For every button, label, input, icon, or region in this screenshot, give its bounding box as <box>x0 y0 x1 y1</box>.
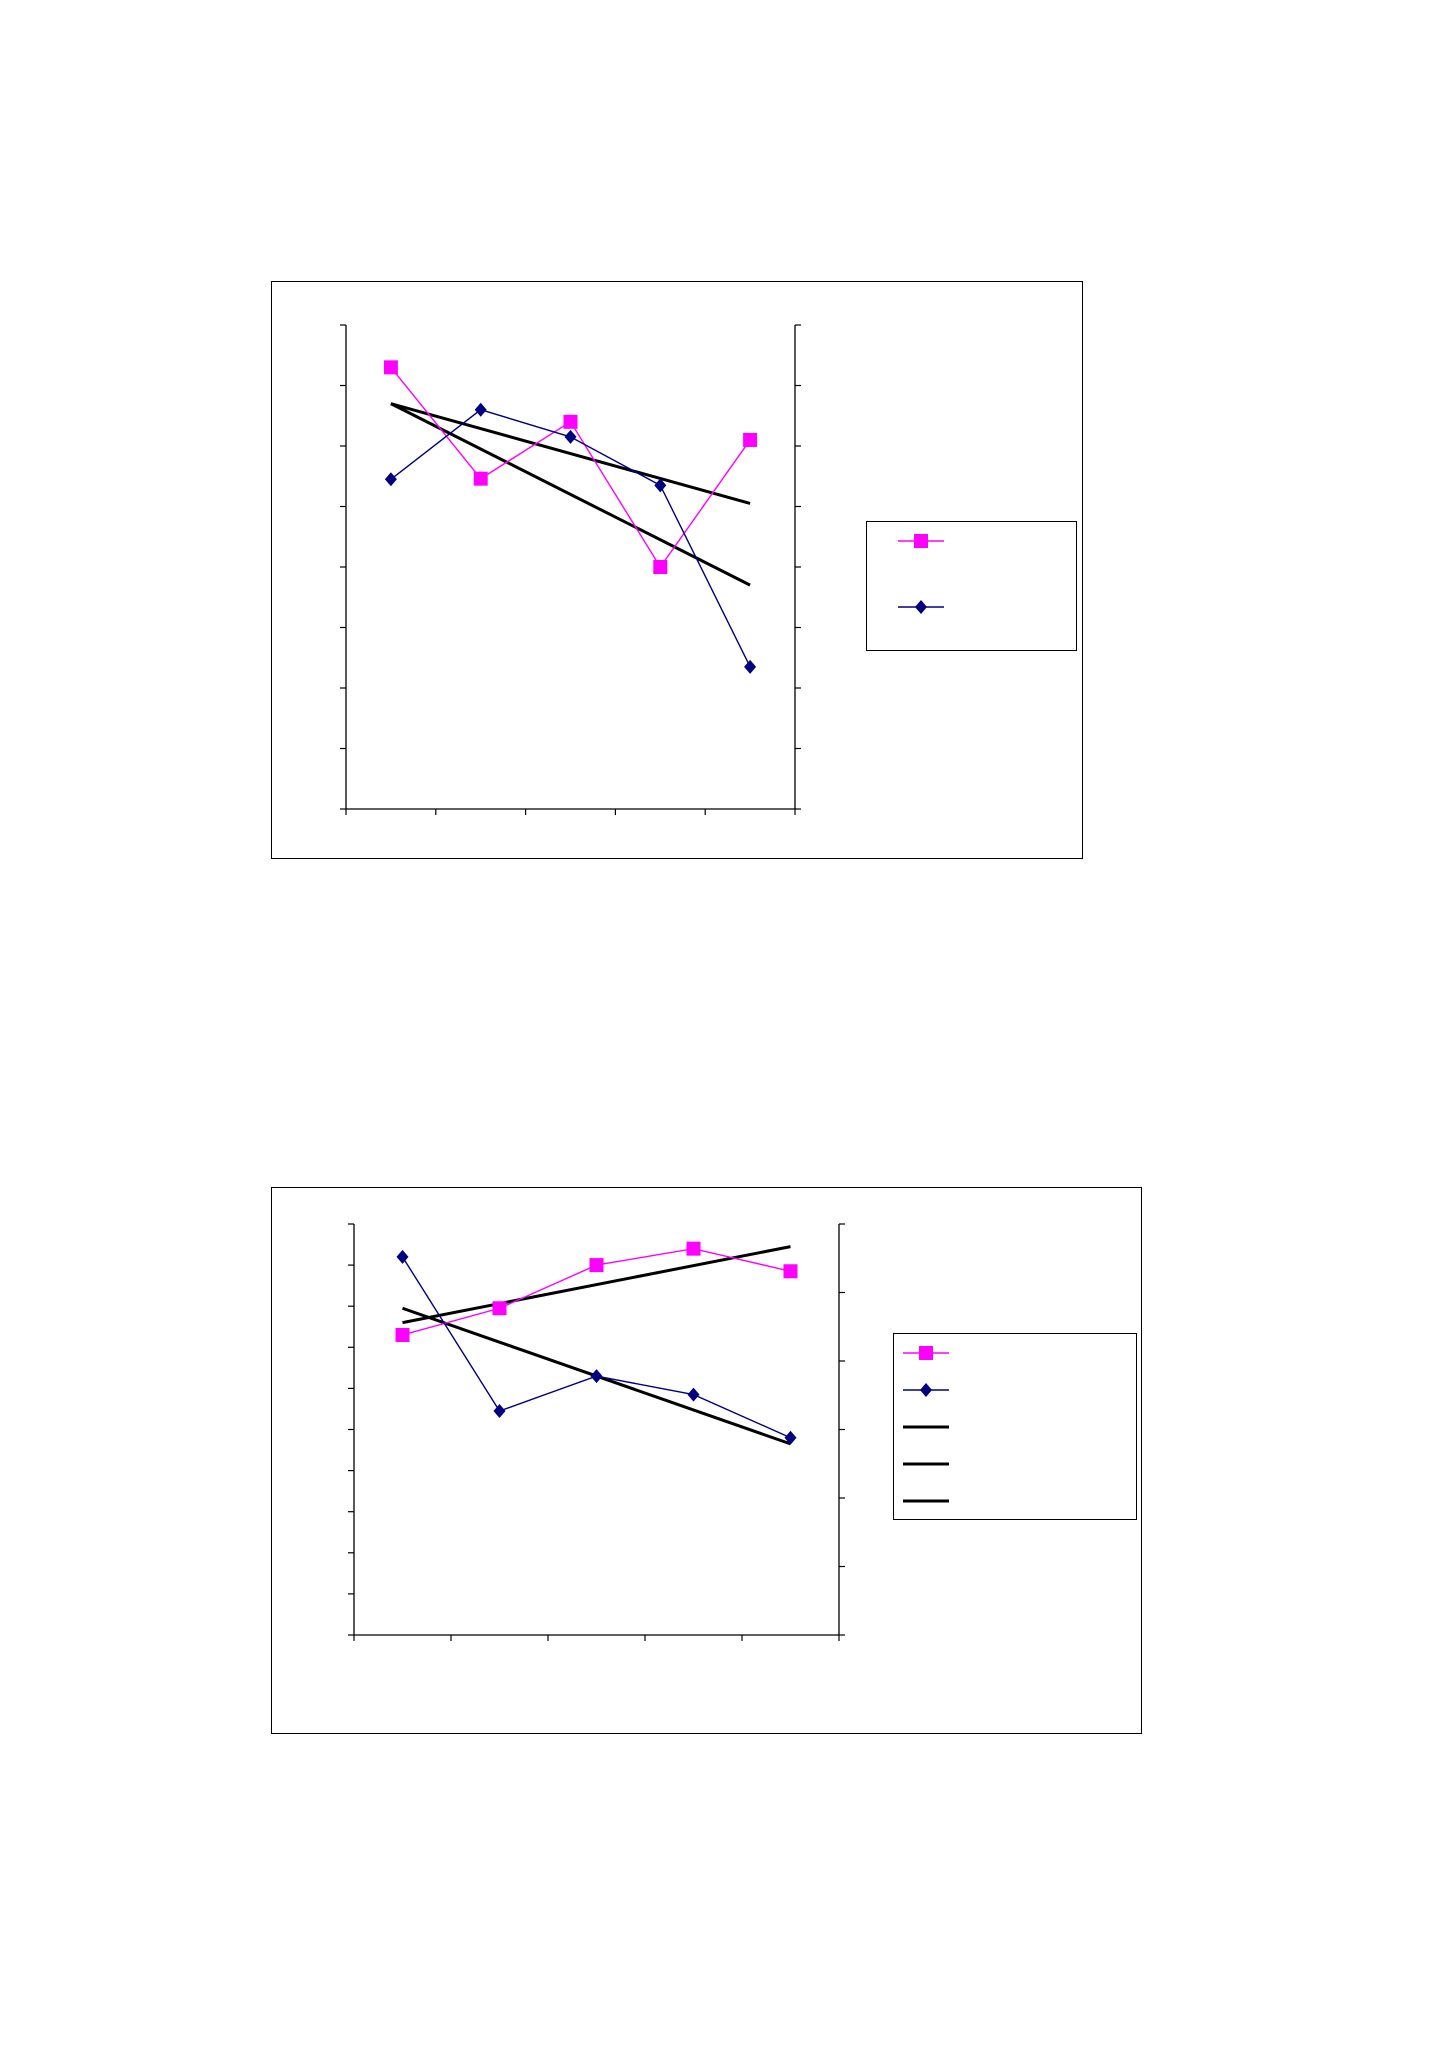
chart-1-legend <box>866 521 1077 651</box>
chart-2-legend <box>893 1333 1137 1520</box>
